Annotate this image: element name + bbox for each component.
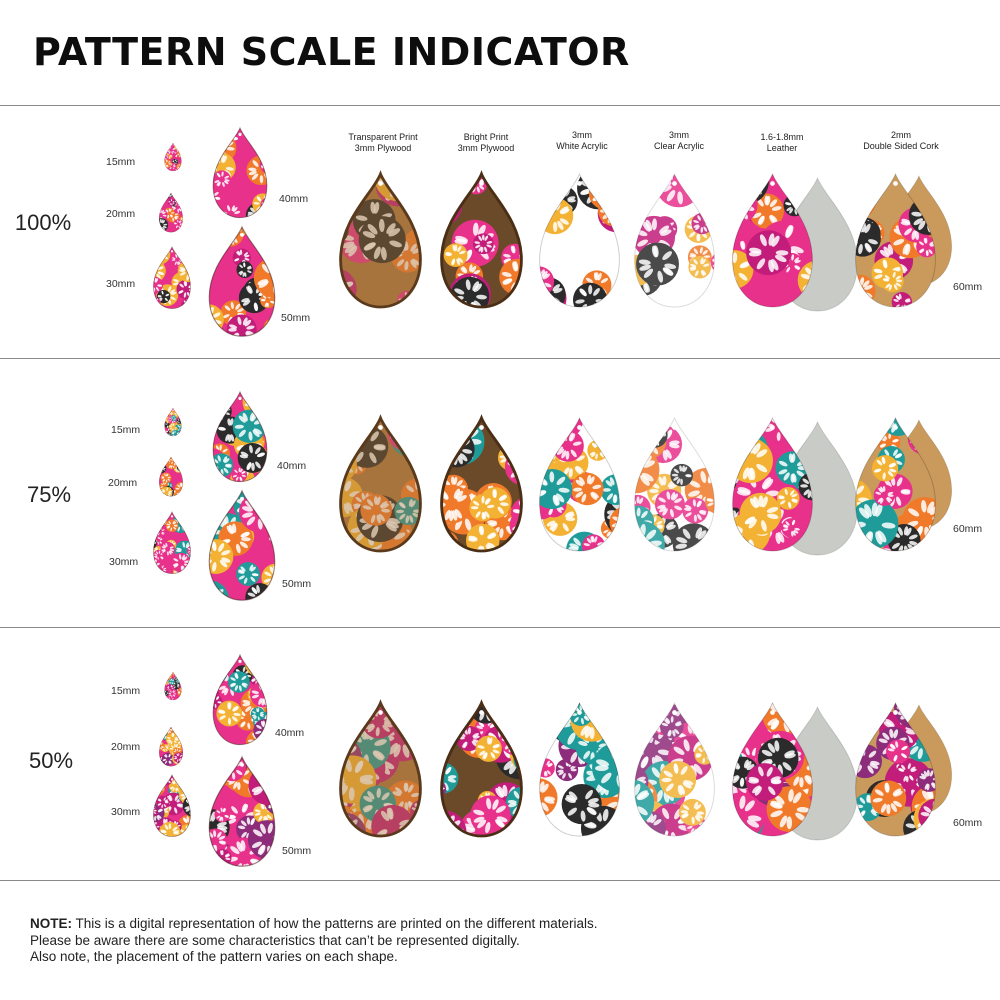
- page-title: PATTERN SCALE INDICATOR: [33, 30, 630, 74]
- divider-2: [0, 627, 1000, 628]
- material-label-line: Double Sided Cork: [863, 141, 939, 151]
- size-label-60mm: 60mm: [953, 817, 983, 829]
- material-label-line: 3mm: [572, 130, 592, 140]
- material-label-transparent-plywood: Transparent Print 3mm Plywood: [328, 132, 438, 154]
- material-label-line: 3mm: [669, 130, 689, 140]
- size-label-20mm: 20mm: [106, 208, 136, 220]
- size-label-60mm: 60mm: [953, 523, 983, 535]
- teardrop-white-acrylic: [532, 416, 627, 552]
- teardrop-clear-acrylic: [627, 172, 722, 308]
- teardrop-size-sample: [150, 246, 194, 309]
- size-label-40mm: 40mm: [277, 460, 307, 472]
- teardrop-size-sample: [157, 726, 185, 767]
- size-label-15mm: 15mm: [106, 156, 136, 168]
- teardrop-size-sample: [203, 225, 281, 337]
- size-label-15mm: 15mm: [111, 424, 141, 436]
- teardrop-leather-front: [725, 701, 820, 837]
- teardrop-size-sample: [208, 126, 272, 219]
- teardrop-transparent-plywood: [333, 170, 428, 309]
- teardrop-size-sample: [208, 653, 272, 746]
- material-label-bright-plywood: Bright Print 3mm Plywood: [431, 132, 541, 154]
- size-label-40mm: 40mm: [275, 727, 305, 739]
- material-label-cork: 2mm Double Sided Cork: [846, 130, 956, 152]
- scale-label-75: 75%: [26, 482, 72, 507]
- material-label-line: Clear Acrylic: [653, 141, 704, 151]
- size-label-20mm: 20mm: [111, 741, 141, 753]
- teardrop-size-sample: [163, 407, 183, 437]
- teardrop-cork-front: [848, 701, 943, 837]
- teardrop-transparent-plywood: [333, 414, 428, 553]
- teardrop-size-sample: [208, 390, 272, 483]
- teardrop-leather-front: [725, 416, 820, 552]
- size-label-20mm: 20mm: [108, 477, 138, 489]
- note-line-3: Also note, the placement of the pattern …: [30, 949, 398, 964]
- material-label-line: 1.6-1.8mm: [760, 132, 804, 142]
- material-label-line: White Acrylic: [556, 141, 608, 151]
- material-label-white-acrylic: 3mm White Acrylic: [527, 130, 637, 152]
- teardrop-clear-acrylic: [627, 701, 722, 837]
- size-label-50mm: 50mm: [281, 312, 311, 324]
- teardrop-size-sample: [150, 511, 194, 574]
- size-label-15mm: 15mm: [111, 685, 141, 697]
- note-line-1-text: This is a digital representation of how …: [72, 916, 598, 931]
- size-label-30mm: 30mm: [109, 556, 139, 568]
- note-text: NOTE: This is a digital representation o…: [30, 916, 598, 966]
- teardrop-size-sample: [157, 456, 185, 497]
- material-label-line: Leather: [766, 143, 798, 153]
- size-label-30mm: 30mm: [111, 806, 141, 818]
- material-label-clear-acrylic: 3mm Clear Acrylic: [624, 130, 734, 152]
- material-label-line: 2mm: [891, 130, 911, 140]
- scale-label-100: 100%: [14, 210, 72, 235]
- material-label-line: Bright Print: [463, 132, 509, 142]
- teardrop-size-sample: [203, 489, 281, 601]
- teardrop-leather-front: [725, 172, 820, 308]
- size-label-60mm: 60mm: [953, 281, 983, 293]
- teardrop-transparent-plywood: [333, 699, 428, 838]
- teardrop-size-sample: [157, 192, 185, 233]
- scale-label-50: 50%: [28, 748, 74, 773]
- note-bold: NOTE:: [30, 916, 72, 931]
- divider-1: [0, 358, 1000, 359]
- note-line-1: NOTE: This is a digital representation o…: [30, 916, 598, 933]
- teardrop-size-sample: [150, 774, 194, 837]
- material-label-line: 3mm Plywood: [457, 143, 515, 153]
- material-label-line: 3mm Plywood: [354, 143, 412, 153]
- size-label-50mm: 50mm: [282, 578, 312, 590]
- teardrop-size-sample: [203, 755, 281, 867]
- teardrop-cork-front: [848, 172, 943, 308]
- teardrop-white-acrylic: [532, 701, 627, 837]
- size-label-30mm: 30mm: [106, 278, 136, 290]
- divider-bottom: [0, 880, 1000, 881]
- divider-top: [0, 105, 1000, 106]
- material-label-leather: 1.6-1.8mm Leather: [727, 132, 837, 154]
- size-label-50mm: 50mm: [282, 845, 312, 857]
- teardrop-bright-plywood: [434, 699, 529, 838]
- size-label-40mm: 40mm: [279, 193, 309, 205]
- teardrop-bright-plywood: [434, 414, 529, 553]
- teardrop-white-acrylic: [532, 172, 627, 308]
- material-label-line: Transparent Print: [348, 132, 418, 142]
- teardrop-size-sample: [163, 671, 183, 701]
- teardrop-cork-front: [848, 416, 943, 552]
- teardrop-size-sample: [163, 142, 183, 172]
- teardrop-clear-acrylic: [627, 416, 722, 552]
- note-line-2: Please be aware there are some character…: [30, 932, 520, 948]
- teardrop-bright-plywood: [434, 170, 529, 309]
